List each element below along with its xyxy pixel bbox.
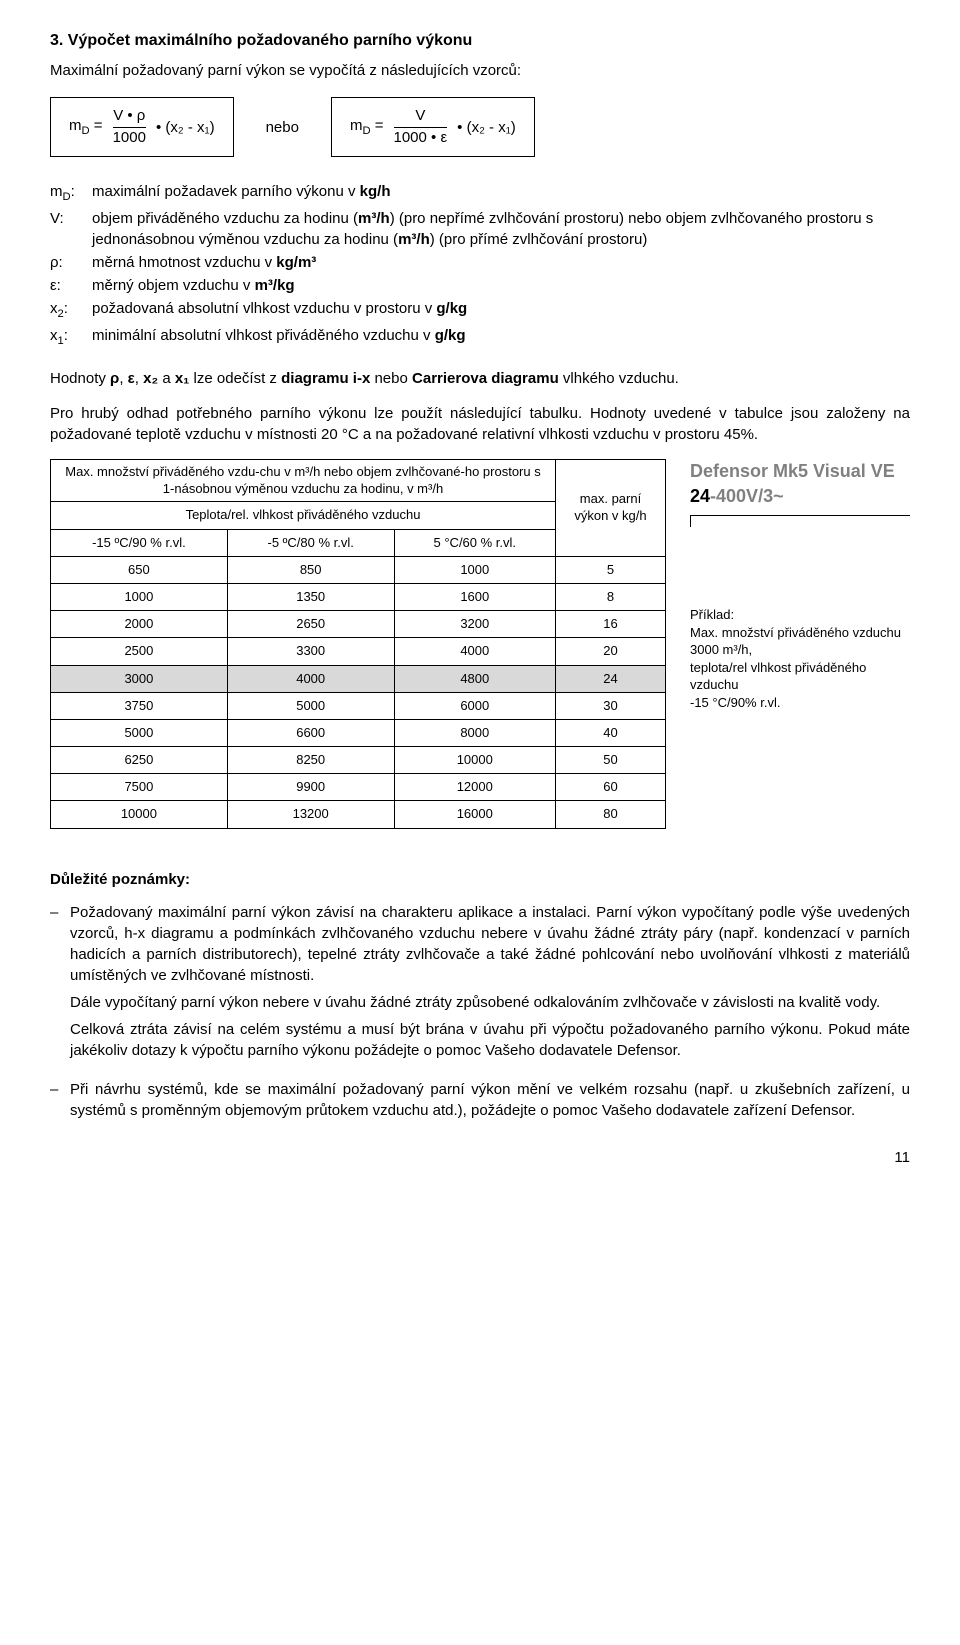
table-row: 37505000600030 <box>51 692 666 719</box>
notes-title: Důležité poznámky: <box>50 869 910 890</box>
table-row: 65085010005 <box>51 556 666 583</box>
definition-row: ρ:měrná hmotnost vzduchu v kg/m³ <box>50 252 910 273</box>
table-row: 20002650320016 <box>51 611 666 638</box>
table-row: 25003300400020 <box>51 638 666 665</box>
formula-2: mD = V 1000 • ε • (x₂ - x₁) <box>331 97 535 157</box>
page-number: 11 <box>50 1147 910 1168</box>
example-box: Příklad: Max. množství přiváděného vzduc… <box>690 606 910 711</box>
definition-row: mD:maximální požadavek parního výkonu v … <box>50 181 910 206</box>
important-notes: Důležité poznámky: –Požadovaný maximální… <box>50 869 910 1127</box>
intro-text: Maximální požadovaný parní výkon se vypo… <box>50 60 910 81</box>
definitions-list: mD:maximální požadavek parního výkonu v … <box>50 181 910 349</box>
table-row: 1000135016008 <box>51 583 666 610</box>
side-note: Defensor Mk5 Visual VE 24-400V/3~ Příkla… <box>690 459 910 712</box>
formula-1: mD = V • ρ 1000 • (x₂ - x₁) <box>50 97 234 157</box>
formula-conj: nebo <box>266 117 299 138</box>
table-row: 750099001200060 <box>51 774 666 801</box>
definition-row: V:objem přiváděného vzduchu za hodinu (m… <box>50 208 910 250</box>
list-item: –Při návrhu systémů, kde se maximální po… <box>50 1079 910 1127</box>
table-row: 30004000480024 <box>51 665 666 692</box>
formula-row: mD = V • ρ 1000 • (x₂ - x₁) nebo mD = V … <box>50 97 910 157</box>
definition-row: x2:požadovaná absolutní vlhkost vzduchu … <box>50 298 910 323</box>
table-row: 10000132001600080 <box>51 801 666 828</box>
paragraph-1: Hodnoty ρ, ε, x₂ a x₁ lze odečíst z diag… <box>50 368 910 389</box>
definition-row: ε:měrný objem vzduchu v m³/kg <box>50 275 910 296</box>
calc-table: Max. množství přiváděného vzdu-chu v m³/… <box>50 459 666 829</box>
paragraph-2: Pro hrubý odhad potřebného parního výkon… <box>50 403 910 445</box>
table-row: 50006600800040 <box>51 719 666 746</box>
list-item: –Požadovaný maximální parní výkon závisí… <box>50 902 910 1067</box>
definition-row: x1:minimální absolutní vlhkost přiváděné… <box>50 325 910 350</box>
product-label: Defensor Mk5 Visual VE 24-400V/3~ <box>690 459 910 516</box>
table-row: 625082501000050 <box>51 747 666 774</box>
section-title: 3. Výpočet maximálního požadovaného parn… <box>50 30 910 52</box>
